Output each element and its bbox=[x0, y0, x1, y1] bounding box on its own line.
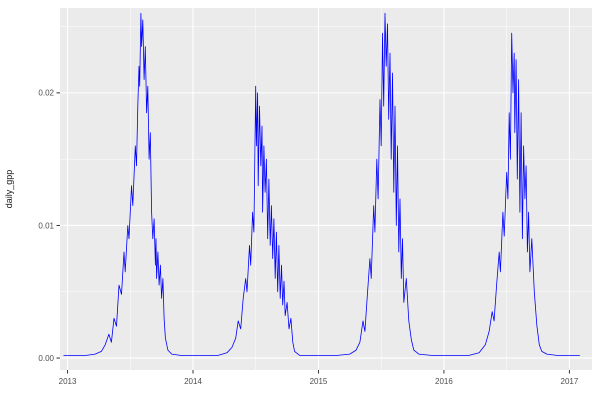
x-tick-label: 2017 bbox=[561, 377, 579, 386]
data-line bbox=[63, 12, 580, 356]
x-tick-label: 2016 bbox=[435, 377, 453, 386]
x-axis-labels: 2013 2014 2015 2016 2017 bbox=[59, 377, 579, 386]
daily-gpp-line bbox=[63, 12, 580, 356]
x-tick-label: 2014 bbox=[184, 377, 202, 386]
y-tick-label: 0.00 bbox=[38, 354, 54, 363]
x-tick-label: 2015 bbox=[310, 377, 328, 386]
minor-gridlines bbox=[60, 8, 592, 370]
y-axis-title: daily_gpp bbox=[4, 169, 14, 209]
x-tick-label: 2013 bbox=[59, 377, 77, 386]
y-tick-label: 0.02 bbox=[38, 89, 54, 98]
y-tick-label: 0.01 bbox=[38, 221, 54, 230]
y-axis-labels: 0.00 0.01 0.02 bbox=[38, 89, 54, 363]
major-gridlines bbox=[60, 8, 592, 370]
axis-ticks bbox=[56, 92, 570, 374]
panel-background bbox=[60, 8, 592, 370]
